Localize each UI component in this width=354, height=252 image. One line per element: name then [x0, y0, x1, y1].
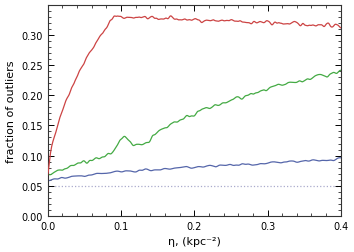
Y-axis label: fraction of outliers: fraction of outliers — [6, 60, 16, 162]
X-axis label: η, (kpc⁻²): η, (kpc⁻²) — [168, 237, 221, 246]
